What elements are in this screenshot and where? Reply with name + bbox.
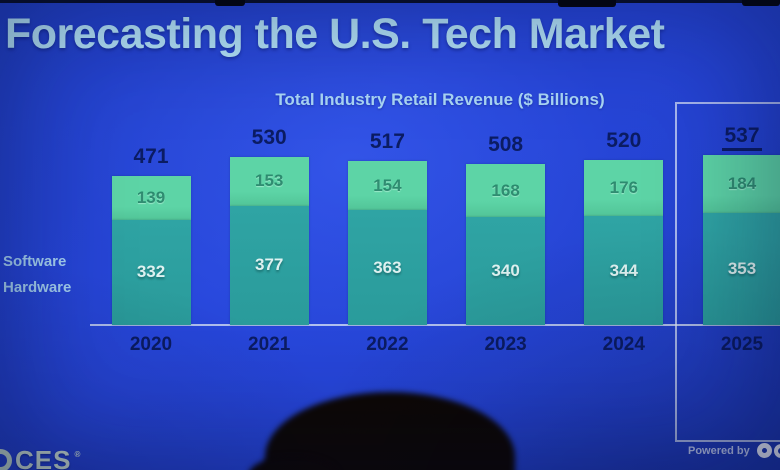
total-label-2020: 471 (92, 145, 211, 169)
segment-hardware-2022: 363 (347, 210, 427, 325)
screen-top-edge (0, 0, 780, 3)
screen-top-edge-shadow (215, 0, 245, 6)
powered-by-label: Powered by (688, 444, 750, 457)
year-label-2021: 2021 (210, 334, 329, 356)
total-value: 537 (722, 124, 762, 151)
segment-software-2025: 184 (702, 155, 780, 214)
ces-logo: CES ® (0, 447, 80, 470)
total-label-2021: 530 (210, 126, 329, 150)
screen-top-edge-shadow (558, 0, 616, 7)
total-label-2024: 520 (564, 129, 683, 153)
chart-title: Total Industry Retail Revenue ($ Billion… (275, 90, 605, 109)
segment-hardware-2024: 344 (584, 216, 664, 325)
ces-logo-text: CES (15, 445, 72, 470)
hardware-value: 344 (609, 260, 638, 280)
segment-software-2023: 168 (466, 164, 546, 218)
year-text: 2025 (720, 334, 764, 355)
segment-software-2022: 154 (347, 161, 427, 211)
year-label-2024: 2024 (564, 334, 683, 356)
segment-software-2021: 153 (229, 157, 309, 206)
year-text: 2022 (366, 334, 409, 355)
software-value: 184 (727, 174, 757, 194)
year-label-2020: 2020 (92, 334, 211, 356)
year-text: 2021 (248, 334, 291, 355)
segment-software-2020: 139 (111, 175, 191, 220)
year-label-2022: 2022 (328, 334, 447, 356)
hardware-value: 353 (727, 259, 757, 279)
total-value: 508 (488, 133, 524, 157)
powered-by-logo-icon (756, 443, 780, 458)
year-label-2025: 2025 (683, 334, 780, 356)
slide-title: Forecasting the U.S. Tech Market (5, 10, 665, 58)
screen-top-edge-shadow (742, 0, 780, 6)
segment-hardware-2023: 340 (466, 217, 546, 325)
registered-mark: ® (74, 449, 81, 459)
forecast-highlight-box (675, 102, 780, 442)
legend-label-hardware: Hardware (3, 279, 72, 296)
audience-head-silhouette (248, 456, 338, 470)
hardware-value: 377 (255, 255, 284, 275)
total-value: 517 (369, 130, 405, 154)
year-text: 2020 (129, 334, 173, 355)
logo-circle-icon (773, 443, 780, 458)
software-value: 153 (255, 171, 284, 191)
software-value: 168 (491, 180, 520, 200)
powered-by: Powered by (688, 443, 780, 458)
software-value: 139 (136, 187, 166, 207)
segment-hardware-2020: 332 (111, 219, 191, 325)
segment-software-2024: 176 (584, 160, 664, 217)
year-text: 2024 (602, 334, 645, 355)
software-value: 154 (373, 175, 402, 195)
segment-hardware-2021: 377 (229, 205, 309, 325)
total-label-2023: 508 (446, 133, 565, 157)
total-label-2022: 517 (328, 130, 447, 154)
hardware-value: 332 (136, 262, 166, 282)
ces-logo-ring-icon (0, 448, 12, 470)
year-label-2023: 2023 (446, 334, 565, 356)
logo-circle-icon (756, 443, 772, 458)
total-label-2025: 537 (683, 124, 780, 151)
segment-hardware-2025: 353 (702, 213, 780, 325)
total-value: 520 (606, 129, 642, 153)
year-text: 2023 (484, 334, 527, 355)
software-value: 176 (609, 178, 638, 198)
hardware-value: 363 (373, 257, 402, 277)
total-value: 530 (251, 126, 287, 150)
legend-label-software: Software (3, 253, 67, 270)
x-axis-line (90, 324, 780, 326)
hardware-value: 340 (491, 261, 520, 281)
total-value: 471 (133, 144, 169, 168)
